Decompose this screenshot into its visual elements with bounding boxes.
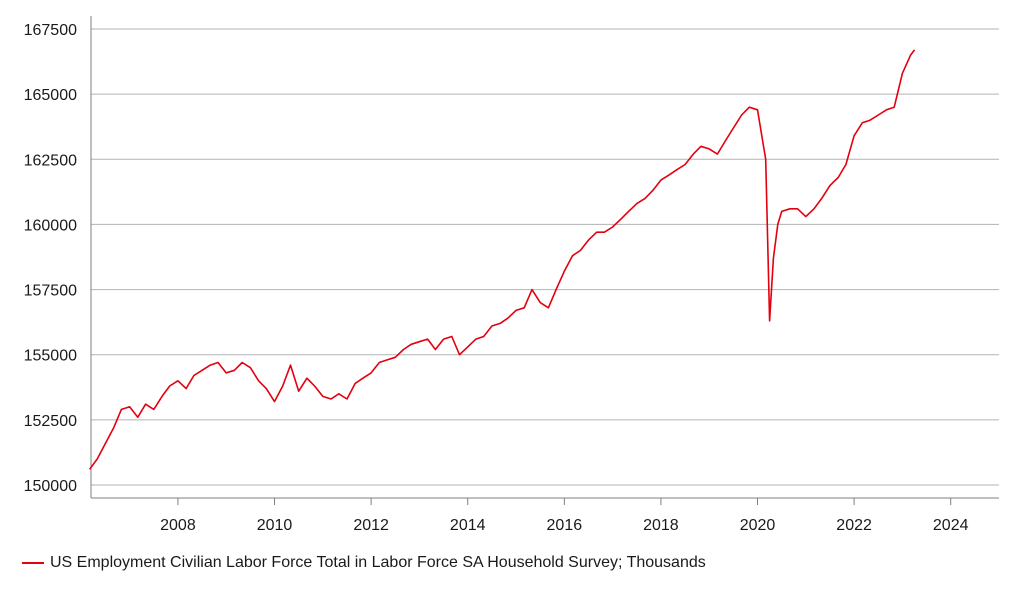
x-tick-label: 2024 bbox=[933, 517, 969, 534]
y-tick-label: 152500 bbox=[24, 413, 77, 430]
x-tick-label: 2010 bbox=[257, 517, 293, 534]
x-axis-ticks: 2008 2010 2012 2014 2016 2018 2020 2022 2024 bbox=[160, 498, 969, 534]
y-tick-label: 150000 bbox=[24, 478, 77, 495]
x-tick-label: 2020 bbox=[740, 517, 776, 534]
legend-label: US Employment Civilian Labor Force Total… bbox=[50, 554, 706, 571]
x-tick-label: 2012 bbox=[353, 517, 389, 534]
legend: US Employment Civilian Labor Force Total… bbox=[22, 552, 706, 574]
gridlines bbox=[91, 28, 999, 486]
y-tick-label: 162500 bbox=[24, 152, 77, 169]
y-axis-ticks: 150000 152500 155000 157500 160000 162500 1650… bbox=[24, 22, 77, 495]
legend-swatch bbox=[22, 562, 44, 564]
y-tick-label: 165000 bbox=[24, 87, 77, 104]
y-tick-label: 155000 bbox=[24, 348, 77, 365]
y-tick-label: 167500 bbox=[24, 22, 77, 39]
x-tick-label: 2016 bbox=[547, 517, 583, 534]
x-tick-label: 2008 bbox=[160, 517, 196, 534]
y-tick-label: 157500 bbox=[24, 283, 77, 300]
x-tick-label: 2022 bbox=[836, 517, 872, 534]
series-group bbox=[88, 49, 916, 470]
x-tick-label: 2014 bbox=[450, 517, 486, 534]
axes bbox=[90, 16, 999, 499]
x-tick-label: 2018 bbox=[643, 517, 679, 534]
series-line bbox=[88, 49, 916, 470]
y-tick-label: 160000 bbox=[24, 217, 77, 234]
